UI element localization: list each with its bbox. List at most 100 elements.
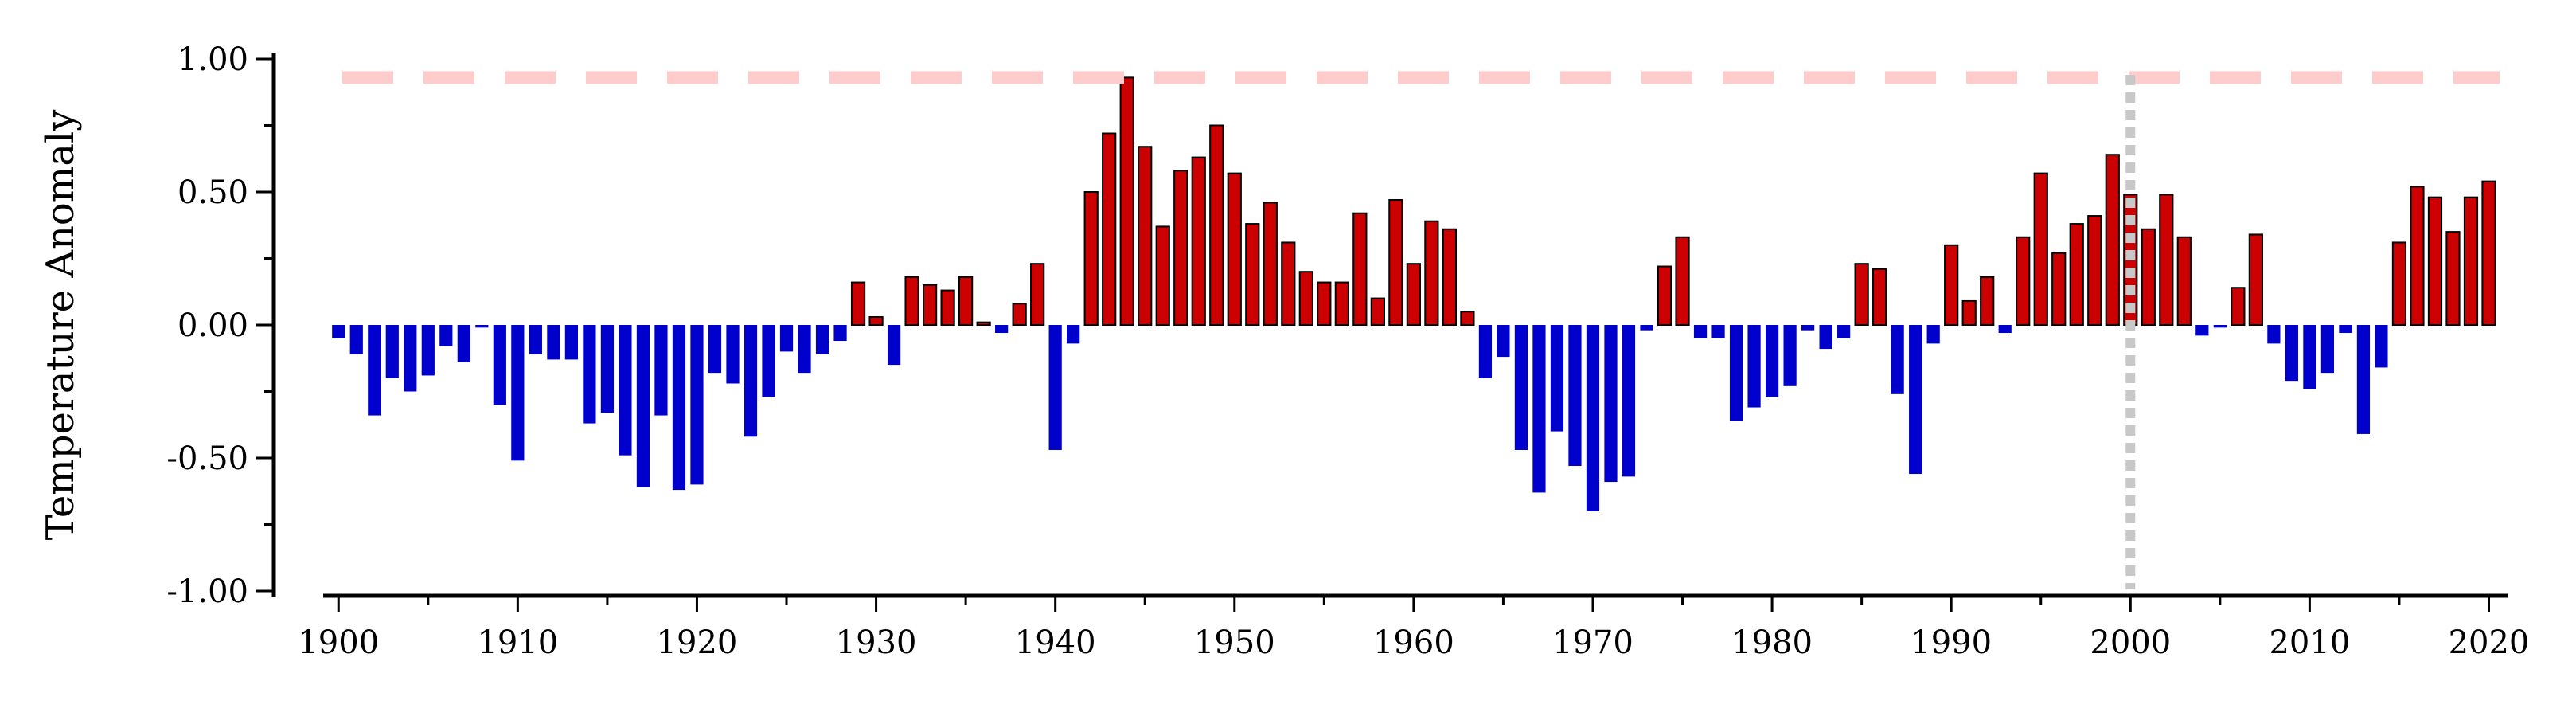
bar-1950 <box>1227 172 1242 326</box>
x-tick-label: 2010 <box>2269 624 2350 661</box>
bar-1940 <box>1048 325 1062 450</box>
bar-1925 <box>779 325 794 352</box>
bar-2019 <box>2463 196 2479 326</box>
bar-1979 <box>1747 325 1761 408</box>
bar-1906 <box>439 325 453 346</box>
bar-1937 <box>995 325 1009 334</box>
bar-1900 <box>332 325 345 338</box>
bar-2006 <box>2231 287 2246 326</box>
bar-1907 <box>457 325 470 362</box>
bar-2008 <box>2267 325 2281 344</box>
bar-1920 <box>690 325 704 485</box>
bar-1930 <box>868 315 884 327</box>
x-tick-label: 1930 <box>836 624 917 661</box>
bar-2005 <box>2213 325 2227 328</box>
bar-1917 <box>636 325 650 487</box>
bar-1913 <box>564 325 578 360</box>
bar-1947 <box>1173 170 1188 326</box>
bar-1956 <box>1334 281 1349 326</box>
bars-layer <box>332 76 2496 511</box>
bar-2020 <box>2481 180 2496 326</box>
bar-1943 <box>1102 132 1117 326</box>
bar-1918 <box>654 325 668 416</box>
bar-1990 <box>1944 244 1959 326</box>
x-tick-label: 1900 <box>298 624 379 661</box>
bar-2018 <box>2445 231 2461 327</box>
bar-1997 <box>2069 223 2084 326</box>
bar-1986 <box>1872 268 1887 326</box>
bar-1960 <box>1406 263 1421 326</box>
bar-1962 <box>1442 228 1458 327</box>
bar-1924 <box>762 325 775 397</box>
bar-1989 <box>1926 325 1940 344</box>
bar-1994 <box>2016 236 2031 326</box>
bar-1999 <box>2105 154 2120 326</box>
bar-1954 <box>1298 271 1313 327</box>
bar-1909 <box>493 325 506 405</box>
x-tick-label: 2020 <box>2449 624 2530 661</box>
bar-2007 <box>2248 233 2263 326</box>
bar-1941 <box>1067 325 1080 344</box>
bar-1933 <box>922 284 938 326</box>
bar-2016 <box>2410 186 2425 326</box>
bar-1980 <box>1765 325 1779 397</box>
bar-1949 <box>1209 124 1224 326</box>
bar-1985 <box>1854 263 1869 326</box>
bar-1927 <box>815 325 829 354</box>
bar-1972 <box>1622 325 1636 477</box>
bar-1951 <box>1245 223 1260 326</box>
bar-1946 <box>1155 225 1170 327</box>
bar-1955 <box>1317 281 1332 326</box>
bar-1973 <box>1640 325 1653 331</box>
y-tick-label: -0.50 <box>166 440 248 477</box>
bar-2002 <box>2159 194 2174 326</box>
bar-1968 <box>1550 325 1564 432</box>
bar-1998 <box>2087 215 2102 326</box>
bar-1977 <box>1711 325 1725 338</box>
bar-1910 <box>511 325 525 461</box>
bar-1901 <box>349 325 363 354</box>
bar-1983 <box>1819 325 1832 350</box>
bar-1932 <box>904 276 919 327</box>
bar-1970 <box>1586 325 1600 511</box>
bar-1936 <box>976 321 991 327</box>
x-tick-label: 1920 <box>657 624 738 661</box>
bar-1905 <box>421 325 435 376</box>
bar-1959 <box>1388 199 1403 326</box>
x-tick-label: 1980 <box>1731 624 1813 661</box>
bar-1923 <box>744 325 758 437</box>
bar-1958 <box>1370 297 1385 327</box>
bar-1908 <box>475 325 489 328</box>
bar-2015 <box>2391 241 2407 326</box>
x-tick-label: 1970 <box>1552 624 1633 661</box>
bar-1965 <box>1497 325 1510 358</box>
bar-1982 <box>1801 325 1815 331</box>
bar-1953 <box>1281 241 1296 326</box>
bar-2017 <box>2427 196 2443 326</box>
y-tick-label: -1.00 <box>166 573 248 610</box>
bar-1961 <box>1424 220 1439 326</box>
bar-2011 <box>2320 325 2335 374</box>
bar-1987 <box>1891 325 1904 394</box>
x-tick-label: 1960 <box>1373 624 1454 661</box>
bar-1938 <box>1012 303 1027 326</box>
bar-1957 <box>1352 212 1368 326</box>
bar-1952 <box>1263 202 1278 326</box>
bar-1931 <box>887 325 901 366</box>
bar-1919 <box>672 325 686 491</box>
x-tick-label: 1910 <box>477 624 558 661</box>
bar-1945 <box>1138 146 1153 326</box>
x-tick-label: 1950 <box>1194 624 1275 661</box>
bar-2001 <box>2141 228 2156 327</box>
bar-1974 <box>1657 265 1672 326</box>
bar-1903 <box>385 325 399 378</box>
bar-1964 <box>1478 325 1493 378</box>
y-tick-label: 0.00 <box>178 307 248 344</box>
bar-1963 <box>1460 311 1475 326</box>
y-tick-label: 0.50 <box>178 174 248 211</box>
bar-1904 <box>404 325 417 392</box>
y-tick-label: 1.00 <box>178 41 248 78</box>
bar-2012 <box>2339 325 2352 334</box>
